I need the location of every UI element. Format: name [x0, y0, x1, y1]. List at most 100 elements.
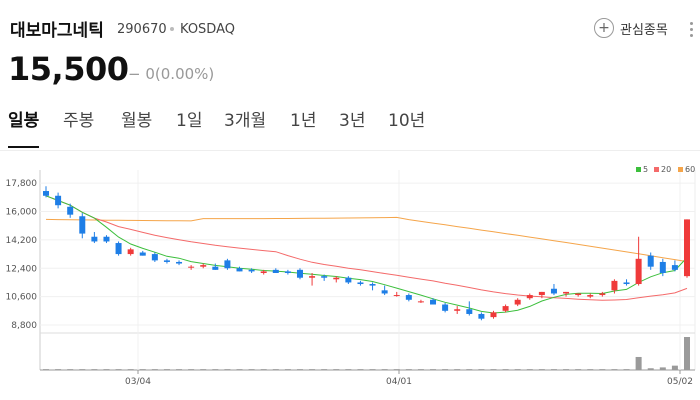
candle-body — [284, 271, 291, 273]
y-tick-label: 12,400 — [6, 264, 38, 274]
candle-body — [248, 269, 255, 272]
volume-bar — [79, 369, 86, 370]
volume-bar — [671, 365, 678, 370]
candle-body — [369, 284, 376, 286]
volume-bar — [296, 369, 303, 370]
candle-body — [611, 280, 618, 291]
candle-body — [514, 299, 521, 305]
price-change: − 0(0.00%) — [128, 65, 214, 83]
legend-label: 60 — [685, 165, 695, 174]
candle-body — [55, 195, 62, 206]
candle-body — [43, 191, 49, 196]
volume-bar — [103, 369, 110, 370]
tab-1day[interactable]: 1일 — [176, 111, 203, 131]
more-menu-icon[interactable] — [690, 22, 694, 40]
tab-10years[interactable]: 10년 — [388, 111, 426, 131]
volume-bar — [550, 369, 557, 370]
tab-1year[interactable]: 1년 — [290, 111, 317, 131]
candle-body — [103, 236, 110, 242]
price-chart[interactable]: 17,800 16,000 14,200 12,400 10,600 8,800 03/04… — [0, 150, 700, 400]
y-tick-label: 14,200 — [6, 236, 38, 246]
stock-market: KOSDAQ — [180, 22, 235, 37]
separator-dot — [170, 27, 174, 31]
y-tick-label: 8,800 — [11, 321, 37, 331]
volume-bar — [393, 369, 400, 370]
candle-body — [587, 295, 594, 297]
tab-monthly[interactable]: 월봉 — [121, 111, 153, 131]
volume-bar — [321, 369, 328, 370]
volume-bar — [163, 369, 170, 370]
candle-body — [127, 249, 134, 255]
tab-weekly[interactable]: 주봉 — [63, 111, 95, 131]
stock-header: 대보마그네틱 290670 KOSDAQ + 관심종목 15,500 − 0(0… — [0, 0, 700, 100]
ma60-line — [45, 216, 688, 263]
candle-body — [466, 309, 473, 314]
candle-body — [115, 243, 122, 255]
candle-body — [671, 265, 678, 270]
candle-body — [659, 261, 666, 273]
x-tick-label: 05/02 — [667, 377, 693, 387]
volume-bar — [563, 369, 570, 370]
volume-bar — [659, 367, 666, 370]
tab-daily[interactable]: 일봉 — [8, 108, 40, 148]
volume-bar — [369, 369, 376, 370]
volume-bar — [67, 369, 74, 370]
volume-bar — [442, 369, 449, 370]
volume-bar — [272, 369, 279, 370]
candle-body — [139, 252, 146, 256]
candle-body — [309, 276, 316, 278]
volume-bar — [115, 369, 122, 370]
candle-body — [393, 295, 400, 297]
candle-body — [212, 266, 219, 270]
volume-bar — [599, 369, 606, 370]
candle-body — [647, 255, 654, 267]
stock-name: 대보마그네틱 — [10, 21, 104, 41]
candle-body — [442, 304, 449, 311]
candle-body — [272, 269, 279, 273]
x-tick-label: 03/04 — [125, 377, 151, 387]
volume-bar — [200, 369, 207, 370]
volume-bar — [490, 369, 497, 370]
volume-bar — [212, 369, 219, 370]
stock-code: 290670 — [117, 22, 167, 37]
candle-body — [296, 269, 303, 278]
candle-body — [454, 309, 461, 311]
volume-bar — [284, 369, 291, 370]
candle-body — [599, 293, 606, 296]
candle-body — [635, 258, 642, 285]
add-favorite-button[interactable]: + 관심종목 — [594, 18, 668, 38]
volume-bar — [514, 369, 521, 370]
volume-bar — [151, 369, 158, 370]
candle-body — [260, 271, 267, 273]
candle-body — [563, 291, 570, 294]
volume-bar — [236, 369, 243, 370]
current-price: 15,500 — [8, 50, 129, 88]
volume-bar — [647, 368, 654, 370]
candle-body — [345, 277, 352, 283]
period-tabs: 일봉 주봉 월봉 1일 3개월 1년 3년 10년 — [0, 108, 700, 148]
volume-bar — [478, 369, 485, 370]
volume-bar — [454, 369, 461, 370]
candle-body — [176, 261, 183, 264]
volume-bar — [417, 369, 424, 370]
y-tick-label: 17,800 — [6, 179, 38, 189]
candle-body — [502, 306, 509, 311]
volume-bar — [333, 369, 340, 370]
volume-bar — [188, 369, 195, 370]
candle-body — [67, 206, 74, 215]
volume-bar — [405, 369, 412, 370]
volume-bar — [623, 369, 630, 370]
candle-body — [550, 288, 557, 294]
volume-bar — [684, 337, 690, 370]
ma20-line — [45, 195, 688, 301]
tab-3years[interactable]: 3년 — [339, 111, 366, 131]
volume-bar — [91, 369, 98, 370]
candle-body — [91, 236, 98, 242]
candle-body — [188, 266, 195, 268]
candle-body — [575, 293, 582, 296]
plus-icon: + — [594, 18, 614, 38]
legend-swatch — [654, 167, 659, 172]
candle-body — [490, 312, 497, 318]
candle-body — [333, 277, 340, 280]
tab-3months[interactable]: 3개월 — [224, 111, 267, 131]
